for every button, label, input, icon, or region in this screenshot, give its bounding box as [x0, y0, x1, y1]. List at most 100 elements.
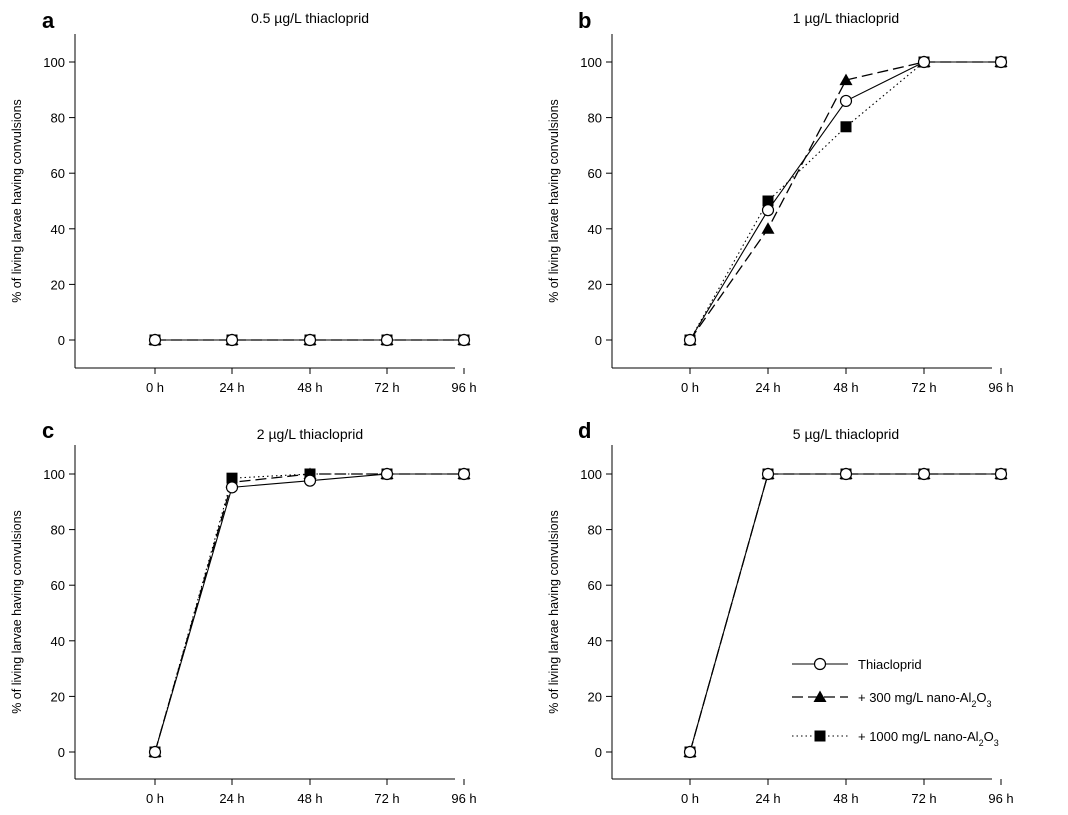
data-point-series-3 — [840, 121, 852, 133]
panel-letter: d — [578, 418, 591, 443]
y-tick-label: 100 — [580, 467, 602, 482]
data-point-series-1 — [917, 467, 931, 481]
y-axis-label: % of living larvae having convulsions — [10, 99, 24, 303]
y-tick-label: 60 — [588, 578, 602, 593]
x-tick-label: 0 h — [681, 791, 699, 806]
y-tick-label: 20 — [51, 689, 65, 704]
panel-letter: a — [42, 8, 55, 33]
data-point-series-1 — [457, 333, 471, 347]
data-point-series-1 — [225, 481, 239, 494]
y-tick-label: 40 — [51, 222, 65, 237]
x-tick-label: 0 h — [681, 380, 699, 395]
panel-c: c 2 µg/L thiacloprid 0 20 40 60 80 100 0 h 24 h 48… — [10, 418, 477, 806]
data-point-series-1 — [917, 55, 931, 69]
y-tick-label: 60 — [51, 578, 65, 593]
data-point-series-1 — [683, 745, 697, 759]
y-tick-label: 0 — [58, 745, 65, 760]
panel-title: 1 µg/L thiacloprid — [793, 10, 899, 26]
y-tick-label: 40 — [588, 634, 602, 649]
data-point-series-1 — [761, 467, 775, 481]
series-line-3 — [154, 473, 464, 753]
legend-text-main: + 300 mg/L nano-Al — [858, 690, 971, 705]
legend-text-main: Thiacloprid — [858, 657, 922, 672]
legend: Thiacloprid+ 300 mg/L nano-Al2O3+ 1000 m… — [792, 657, 999, 748]
panel-a: a 0.5 µg/L thiacloprid 0 20 40 60 80 100 0 h 24 h… — [10, 8, 477, 395]
data-point-series-1 — [380, 333, 394, 347]
legend-subscript: 2 — [979, 738, 984, 748]
data-point-series-1 — [380, 467, 394, 481]
legend-marker-3 — [814, 730, 826, 742]
x-tick-label: 72 h — [911, 791, 936, 806]
data-point-series-1 — [303, 333, 317, 347]
panel-title: 2 µg/L thiacloprid — [257, 426, 363, 442]
panel-title: 0.5 µg/L thiacloprid — [251, 10, 369, 26]
legend-subscript: 3 — [994, 738, 999, 748]
y-tick-label: 40 — [588, 222, 602, 237]
y-tick-label: 0 — [58, 333, 65, 348]
x-tick-label: 96 h — [451, 791, 476, 806]
legend-marker-2 — [813, 690, 827, 702]
legend-text-main: + 1000 mg/L nano-Al — [858, 729, 979, 744]
panel-title: 5 µg/L thiacloprid — [793, 426, 899, 442]
legend-subscript: 2 — [971, 699, 976, 709]
y-tick-label: 0 — [595, 745, 602, 760]
series-line-3 — [689, 473, 1001, 753]
y-tick-label: 0 — [595, 333, 602, 348]
y-tick-label: 20 — [588, 277, 602, 292]
y-tick-label: 40 — [51, 634, 65, 649]
panel-d: d 5 µg/L thiacloprid 0 20 40 60 80 100 0 h 24 h 48… — [547, 418, 1014, 806]
y-tick-label: 100 — [580, 55, 602, 70]
series-line-2 — [689, 473, 1001, 753]
x-tick-label: 72 h — [374, 791, 399, 806]
y-tick-label: 80 — [588, 111, 602, 126]
y-axis-label: % of living larvae having convulsions — [547, 510, 561, 714]
x-tick-label: 0 h — [146, 380, 164, 395]
x-tick-label: 72 h — [911, 380, 936, 395]
series-line-2 — [154, 473, 464, 753]
x-tick-label: 72 h — [374, 380, 399, 395]
y-tick-label: 80 — [51, 111, 65, 126]
x-tick-label: 24 h — [219, 380, 244, 395]
data-point-series-1 — [457, 467, 471, 481]
series-line-1 — [154, 473, 464, 753]
y-tick-label: 20 — [51, 277, 65, 292]
x-tick-label: 96 h — [451, 380, 476, 395]
y-tick-label: 20 — [588, 689, 602, 704]
data-point-series-1 — [683, 333, 697, 347]
legend-label-1: Thiacloprid — [858, 657, 922, 672]
y-tick-label: 100 — [43, 55, 65, 70]
legend-subscript: 3 — [986, 699, 991, 709]
x-tick-label: 96 h — [988, 380, 1013, 395]
data-point-series-1 — [839, 94, 853, 108]
data-point-series-1 — [994, 467, 1008, 481]
data-point-series-1 — [148, 333, 162, 347]
y-tick-label: 100 — [43, 467, 65, 482]
legend-label-3: + 1000 mg/L nano-Al2O3 — [858, 729, 999, 748]
y-axis-label: % of living larvae having convulsions — [547, 99, 561, 303]
legend-text-tail: O — [976, 690, 986, 705]
data-point-series-1 — [839, 467, 853, 481]
x-tick-label: 48 h — [297, 791, 322, 806]
panel-b: b 1 µg/L thiacloprid 0 20 40 60 80 100 0 h 24 h 48… — [547, 8, 1014, 395]
legend-text-tail: O — [984, 729, 994, 744]
data-point-series-3 — [762, 195, 774, 207]
x-tick-label: 48 h — [833, 380, 858, 395]
data-point-series-2 — [761, 222, 775, 234]
y-axis-label: % of living larvae having convulsions — [10, 510, 24, 714]
x-tick-label: 24 h — [755, 791, 780, 806]
panel-letter: b — [578, 8, 591, 33]
x-tick-label: 24 h — [219, 791, 244, 806]
legend-label-2: + 300 mg/L nano-Al2O3 — [858, 690, 992, 709]
data-point-series-1 — [303, 474, 317, 487]
data-point-series-1 — [225, 333, 239, 347]
x-tick-label: 24 h — [755, 380, 780, 395]
data-point-series-2 — [839, 73, 853, 86]
data-point-series-1 — [148, 745, 162, 759]
panel-letter: c — [42, 418, 54, 443]
y-tick-label: 60 — [51, 166, 65, 181]
x-tick-label: 0 h — [146, 791, 164, 806]
y-tick-label: 80 — [51, 523, 65, 538]
x-tick-label: 48 h — [833, 791, 858, 806]
series-line-1 — [689, 473, 1001, 753]
